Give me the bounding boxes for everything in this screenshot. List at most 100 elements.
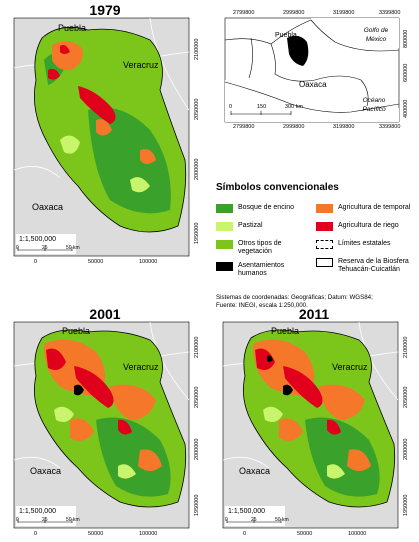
map-1979 bbox=[13, 17, 190, 257]
ocean-water bbox=[225, 80, 399, 122]
map-year-title: 1979 bbox=[89, 2, 121, 18]
locator-scale-end: 300 km bbox=[285, 104, 304, 110]
locator-right-tick: 800000 bbox=[403, 29, 409, 48]
scalebar-label-mid: 25 bbox=[42, 517, 48, 523]
reserve-area bbox=[242, 329, 396, 508]
scalebar-label-mid: 25 bbox=[42, 245, 48, 251]
y-tick-label: 1950000 bbox=[403, 494, 409, 516]
scalebar bbox=[17, 519, 73, 523]
legend-swatch bbox=[316, 222, 333, 231]
land-boundaries bbox=[224, 19, 400, 113]
label-puebla: Puebla bbox=[62, 326, 91, 336]
legend-item-temporal: Agricultura de temporal bbox=[316, 204, 410, 213]
source-note: Sistemas de coordenadas: Geográficas; Da… bbox=[216, 294, 373, 310]
locator-top-tick: 3399800 bbox=[379, 10, 401, 16]
x-tick-label: 50000 bbox=[88, 259, 104, 265]
reserve-area bbox=[33, 26, 187, 233]
scale-box bbox=[225, 506, 285, 526]
locator-scale-mid: 150 bbox=[257, 104, 267, 110]
x-tick-label: 0 bbox=[34, 531, 38, 537]
source-note-line: Sistemas de coordenadas: Geográficas; Da… bbox=[216, 294, 373, 301]
locator-top-tick: 2799800 bbox=[233, 10, 255, 16]
legend-swatch bbox=[216, 204, 233, 213]
scale-ratio: 1:1,500,000 bbox=[19, 236, 56, 243]
x-tick-label: 100000 bbox=[139, 259, 158, 265]
locator-map bbox=[224, 17, 400, 123]
legend-swatch bbox=[216, 240, 233, 249]
y-tick-label: 2000000 bbox=[194, 438, 200, 460]
locator-scalebar bbox=[230, 111, 292, 115]
legend-label: Otros tipos de vegetación bbox=[238, 240, 282, 255]
locator-bottom-tick: 2799800 bbox=[233, 124, 255, 130]
locator-right-tick: 400000 bbox=[403, 99, 409, 118]
scalebar-label-zero: 0 bbox=[16, 517, 19, 523]
legend: Símbolos convencionales Bosque de encino… bbox=[216, 182, 416, 292]
scale-box bbox=[16, 506, 76, 526]
locator-top-tick: 3199800 bbox=[333, 10, 355, 16]
scalebar-label-end: 50 km bbox=[275, 517, 289, 523]
legend-item-limites: Límites estatales bbox=[316, 240, 391, 249]
map-panel-1979: 1979 Puebla Veracruz Oaxaca 1:1,50 bbox=[0, 0, 210, 270]
study-area-marker bbox=[287, 35, 309, 66]
source-note-line: Fuente: INEGI, escala 1:250,000. bbox=[216, 302, 308, 309]
label-puebla: Puebla bbox=[58, 23, 87, 33]
x-tick-label: 50000 bbox=[88, 531, 104, 537]
scalebar-label-mid: 25 bbox=[251, 517, 257, 523]
locator-label-oceano: Océano Pacífico bbox=[362, 97, 386, 113]
label-oaxaca: Oaxaca bbox=[32, 202, 64, 212]
label-veracruz: Veracruz bbox=[123, 60, 159, 70]
scale-ratio: 1:1,500,000 bbox=[19, 508, 56, 515]
locator-bottom-tick: 3199800 bbox=[333, 124, 355, 130]
label-oaxaca: Oaxaca bbox=[239, 466, 271, 476]
y-tick-label: 1950000 bbox=[194, 222, 200, 244]
y-tick-label: 2050000 bbox=[403, 386, 409, 408]
scalebar bbox=[226, 519, 282, 523]
x-tick-label: 50000 bbox=[297, 531, 313, 537]
legend-label: Reserva de la Biosfera Tehuacán-Cuicatlá… bbox=[338, 258, 409, 273]
legend-item-riego: Agricultura de riego bbox=[316, 222, 399, 231]
scale-ratio: 1:1,500,000 bbox=[228, 508, 265, 515]
legend-swatch bbox=[216, 222, 233, 231]
map-year-title: 2001 bbox=[89, 306, 121, 322]
legend-swatch bbox=[316, 240, 333, 249]
locator-scale-zero: 0 bbox=[229, 104, 233, 110]
legend-label: Agricultura de temporal bbox=[338, 204, 411, 211]
map-year-title: 2011 bbox=[298, 306, 330, 322]
legend-swatch bbox=[316, 258, 333, 267]
label-oaxaca: Oaxaca bbox=[30, 466, 62, 476]
map-2001 bbox=[13, 321, 190, 529]
y-tick-label: 2000000 bbox=[194, 158, 200, 180]
locator-label-puebla: Puebla bbox=[275, 32, 297, 39]
x-tick-label: 0 bbox=[243, 531, 247, 537]
y-tick-label: 2100000 bbox=[194, 336, 200, 358]
scalebar-label-end: 50 km bbox=[66, 245, 80, 251]
y-tick-label: 1950000 bbox=[194, 494, 200, 516]
legend-item-asentamientos: Asentamientos humanos bbox=[216, 262, 300, 278]
legend-label: Agricultura de riego bbox=[338, 222, 399, 229]
legend-swatch bbox=[316, 204, 333, 213]
x-tick-label: 0 bbox=[34, 259, 38, 265]
legend-label: Bosque de encino bbox=[238, 204, 295, 211]
locator-label-oaxaca: Oaxaca bbox=[299, 80, 327, 89]
legend-item-pastizal: Pastizal bbox=[216, 222, 263, 231]
x-tick-label: 100000 bbox=[348, 531, 367, 537]
locator-bottom-tick: 2999800 bbox=[283, 124, 305, 130]
label-puebla: Puebla bbox=[271, 326, 300, 336]
scalebar-label-end: 50 km bbox=[66, 517, 80, 523]
legend-title: Símbolos convencionales bbox=[216, 182, 339, 193]
y-tick-label: 2100000 bbox=[194, 38, 200, 60]
locator-label-golfo: Golfo de México bbox=[363, 27, 389, 43]
x-tick-label: 100000 bbox=[139, 531, 158, 537]
map-2011 bbox=[222, 321, 399, 529]
scalebar bbox=[17, 247, 73, 251]
label-veracruz: Veracruz bbox=[123, 362, 159, 372]
scalebar-label-zero: 0 bbox=[16, 245, 19, 251]
y-tick-label: 2000000 bbox=[403, 438, 409, 460]
legend-label: Asentamientos humanos bbox=[238, 262, 285, 277]
legend-item-reserva: Reserva de la Biosfera Tehuacán-Cuicatlá… bbox=[316, 258, 416, 274]
legend-item-bosque: Bosque de encino bbox=[216, 204, 294, 213]
map-panel-2001: 2001 Puebla Veracruz Oaxaca bbox=[0, 270, 210, 542]
locator-panel: 2799800 2999800 3199800 3399800 2799800 … bbox=[211, 0, 419, 140]
label-veracruz: Veracruz bbox=[332, 362, 368, 372]
y-tick-label: 2050000 bbox=[194, 98, 200, 120]
